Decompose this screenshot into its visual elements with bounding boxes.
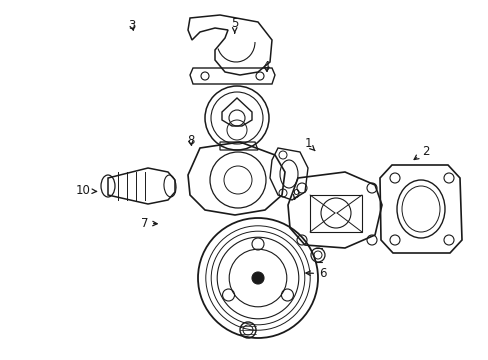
Text: 10: 10 — [76, 184, 97, 197]
Text: 1: 1 — [304, 138, 314, 150]
Circle shape — [251, 272, 264, 284]
Text: 9: 9 — [291, 188, 299, 201]
Text: 8: 8 — [186, 134, 194, 147]
Text: 3: 3 — [128, 19, 136, 32]
Text: 6: 6 — [305, 267, 326, 280]
Text: 2: 2 — [413, 145, 428, 159]
Text: 5: 5 — [230, 17, 238, 33]
Text: 4: 4 — [262, 60, 270, 73]
Text: 7: 7 — [140, 217, 157, 230]
